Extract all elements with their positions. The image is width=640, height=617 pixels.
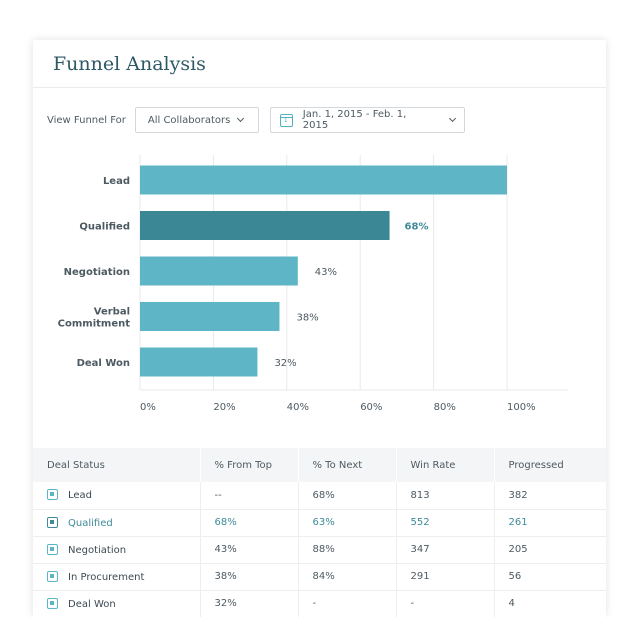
cell-win-rate: 552 <box>396 509 495 537</box>
funnel-chart-svg: 0% 20% 40% 60% 80% 100% Lead Qualified 68% Negoti… <box>58 155 568 413</box>
table-header-row: Deal Status % From Top % To Next Win Rat… <box>33 448 606 482</box>
category-label: Verbal Commitment <box>58 307 131 330</box>
table-row[interactable]: Qualified 68% 63% 552 261 <box>33 509 606 537</box>
funnel-chart: 0% 20% 40% 60% 80% 100% Lead Qualified 68% Negoti… <box>33 140 606 430</box>
deal-status-label: Lead <box>68 490 93 502</box>
cell-win-rate: 813 <box>396 482 495 510</box>
cell-to-next: 84% <box>298 563 397 591</box>
deal-status-label: Deal Won <box>68 598 116 610</box>
deal-status-label: Qualified <box>68 517 113 529</box>
view-funnel-label: View Funnel For <box>47 114 126 126</box>
funnel-table: Deal Status % From Top % To Next Win Rat… <box>33 448 606 617</box>
deal-status-cell: Lead <box>33 482 201 510</box>
col-win-rate: Win Rate <box>396 448 495 482</box>
value-label: 38% <box>296 313 318 324</box>
cell-from-top: 68% <box>200 509 299 537</box>
cell-progressed: 382 <box>494 482 606 510</box>
cell-from-top: 38% <box>200 563 299 591</box>
chevron-down-icon <box>448 114 456 122</box>
cell-to-next: 63% <box>298 509 397 537</box>
date-range-dropdown[interactable]: Jan. 1, 2015 - Feb. 1, 2015 <box>269 107 465 133</box>
cell-progressed: 261 <box>494 509 606 537</box>
col-progressed: Progressed <box>494 448 606 482</box>
funnel-bar <box>140 347 258 377</box>
cell-to-next: - <box>298 590 397 617</box>
x-tick-label: 60% <box>360 402 382 413</box>
deal-status-cell: Negotiation <box>33 536 201 564</box>
checkbox-icon[interactable] <box>47 570 58 582</box>
category-label: Qualified <box>79 222 130 233</box>
table-row[interactable]: In Procurement 38% 84% 291 56 <box>33 563 606 591</box>
x-tick-label: 80% <box>434 402 456 413</box>
category-label: Deal Won <box>77 358 130 369</box>
chevron-down-icon <box>237 114 245 122</box>
deal-status-cell: Qualified <box>33 509 201 537</box>
deal-status-cell: In Procurement <box>33 563 201 591</box>
collaborators-dropdown[interactable]: All Collaborators <box>134 107 259 133</box>
table-row[interactable]: Negotiation 43% 88% 347 205 <box>33 536 606 564</box>
category-label: Lead <box>103 176 130 187</box>
cell-win-rate: 291 <box>396 563 495 591</box>
deal-status-label: Negotiation <box>68 544 127 556</box>
checkbox-icon[interactable] <box>47 597 58 609</box>
x-tick-label: 0% <box>140 402 156 413</box>
value-label: 68% <box>405 222 429 233</box>
cell-from-top: -- <box>200 482 299 510</box>
checkbox-icon[interactable] <box>47 489 58 501</box>
funnel-bar <box>140 256 298 286</box>
funnel-bar <box>140 211 390 240</box>
cell-from-top: 43% <box>200 536 299 564</box>
checkbox-icon[interactable] <box>47 516 58 528</box>
cell-to-next: 68% <box>298 482 397 510</box>
x-tick-label: 20% <box>213 402 235 413</box>
collaborators-value: All Collaborators <box>147 114 231 126</box>
filter-bar: View Funnel For All Collaborators Jan. 1… <box>47 107 465 133</box>
deal-status-cell: Deal Won <box>33 590 201 617</box>
cell-progressed: 4 <box>494 590 606 617</box>
table-row[interactable]: Deal Won 32% - -4 <box>33 590 606 617</box>
cell-progressed: 56 <box>494 563 606 591</box>
category-label: Negotiation <box>64 267 130 278</box>
funnel-bar <box>140 165 507 195</box>
date-range-value: Jan. 1, 2015 - Feb. 1, 2015 <box>302 109 407 131</box>
cell-from-top: 32% <box>200 590 299 617</box>
x-tick-label: 40% <box>287 402 309 413</box>
table-row[interactable]: Lead -- 68% 813 382 <box>33 482 606 510</box>
card-header: Funnel Analysis <box>33 40 606 88</box>
cell-progressed: 205 <box>494 536 606 564</box>
funnel-card: Funnel Analysis View Funnel For All Coll… <box>33 40 606 617</box>
x-tick-label: 100% <box>507 402 536 413</box>
col-to-next: % To Next <box>298 448 397 482</box>
value-label: 43% <box>315 267 337 278</box>
page-title: Funnel Analysis <box>53 53 206 75</box>
calendar-icon <box>279 113 293 127</box>
value-label: 32% <box>274 358 296 369</box>
cell-win-rate: - <box>396 590 495 617</box>
cell-to-next: 88% <box>298 536 397 564</box>
col-deal-status: Deal Status <box>33 448 201 482</box>
deal-status-label: In Procurement <box>68 571 145 583</box>
funnel-bar <box>140 302 280 331</box>
cell-win-rate: 347 <box>396 536 495 564</box>
col-from-top: % From Top <box>200 448 299 482</box>
checkbox-icon[interactable] <box>47 543 58 555</box>
